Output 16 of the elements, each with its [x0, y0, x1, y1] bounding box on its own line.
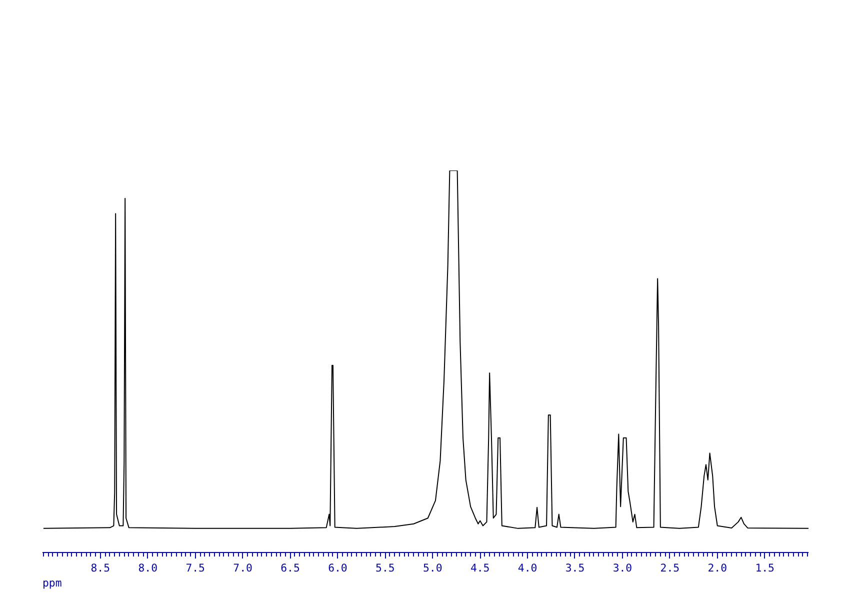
x-tick-label: 2.0	[708, 562, 728, 574]
x-tick-label: 4.0	[518, 562, 538, 574]
x-tick-label: 4.5	[470, 562, 490, 574]
x-tick-label: 5.0	[422, 562, 442, 574]
x-tick-label: 8.0	[138, 562, 158, 574]
x-tick-label: 8.5	[90, 562, 110, 574]
x-axis-title: ppm	[42, 576, 62, 590]
x-tick-label: 7.0	[233, 562, 252, 574]
x-tick-label: 7.5	[186, 562, 205, 574]
x-tick-label: 5.5	[376, 562, 395, 574]
x-tick-label: 1.5	[755, 562, 774, 574]
x-tick-label: 3.0	[612, 562, 632, 574]
x-tick-label: 2.5	[660, 562, 680, 574]
x-tick-label: 3.5	[565, 562, 585, 574]
x-tick-label: 6.5	[280, 562, 300, 574]
x-tick-label: 6.0	[328, 562, 348, 574]
